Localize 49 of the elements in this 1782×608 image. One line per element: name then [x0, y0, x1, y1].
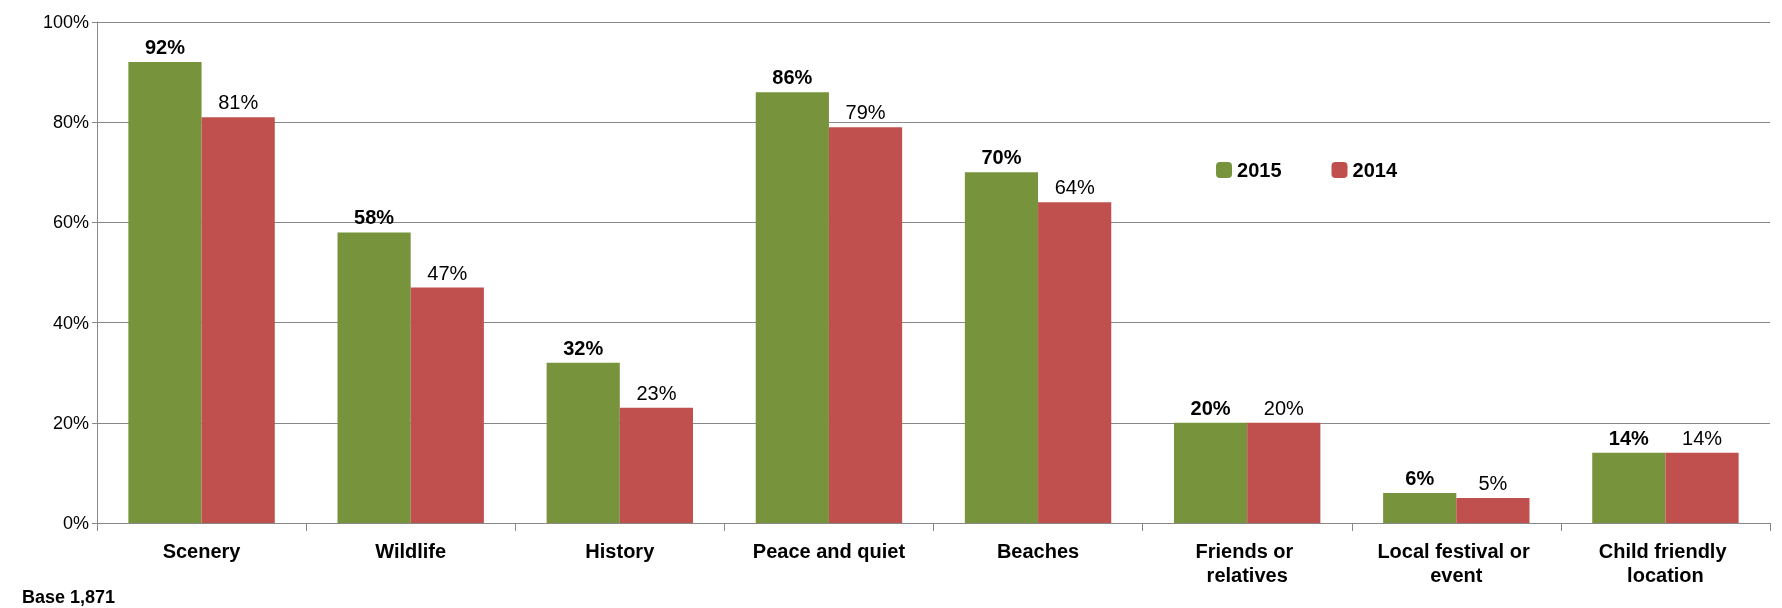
- y-tick-label: 0%: [62, 513, 89, 533]
- bar: [1456, 497, 1530, 523]
- bar: [128, 62, 202, 523]
- x-tick-label: History: [585, 540, 656, 562]
- data-label: 6%: [1405, 466, 1435, 489]
- bar: [410, 287, 484, 523]
- data-label: 64%: [1054, 176, 1095, 199]
- data-label: 23%: [636, 381, 677, 404]
- bar: [1173, 422, 1248, 523]
- x-tick-label: Beaches: [996, 540, 1080, 562]
- x-tick-label: Peace and quiet: [752, 540, 906, 562]
- bar: [1592, 452, 1666, 523]
- x-tick-label: Wildlife: [375, 540, 447, 562]
- data-label: 14%: [1608, 426, 1650, 449]
- bar: [828, 127, 903, 523]
- data-label: 86%: [772, 66, 813, 89]
- data-label: 92%: [144, 36, 186, 59]
- x-tick-label: Local festival or event: [1377, 540, 1536, 586]
- bar: [1038, 202, 1112, 523]
- bar: [964, 172, 1039, 523]
- x-tick-label: Child friendly location: [1598, 540, 1733, 586]
- y-tick-label: 80%: [52, 112, 89, 133]
- bar: [1383, 492, 1457, 523]
- data-label: 5%: [1478, 471, 1508, 494]
- bar: [619, 407, 694, 523]
- data-label: 81%: [218, 91, 259, 114]
- bar: [1665, 452, 1739, 523]
- x-tick-label: Scenery: [162, 540, 242, 562]
- bar: [546, 362, 620, 523]
- bar: [1247, 422, 1321, 523]
- y-tick-label: 100%: [42, 12, 89, 32]
- text: Base 1,871: [22, 587, 116, 607]
- data-label: 20%: [1190, 396, 1231, 419]
- data-label: 20%: [1263, 396, 1305, 419]
- data-label: 14%: [1682, 426, 1723, 449]
- legend-label: 2015: [1237, 159, 1282, 181]
- data-label: 47%: [427, 261, 468, 284]
- data-label: 70%: [981, 146, 1022, 169]
- data-label: 79%: [845, 101, 886, 124]
- legend-label: 2014: [1352, 159, 1398, 181]
- data-label: 32%: [563, 336, 604, 359]
- bar: [201, 117, 275, 523]
- data-label: 58%: [354, 206, 395, 229]
- x-tick-label: Friends or relatives: [1195, 540, 1299, 586]
- y-tick-label: 20%: [52, 412, 89, 433]
- bar: [755, 92, 829, 523]
- y-tick-label: 40%: [52, 312, 89, 333]
- y-tick-label: 60%: [52, 212, 89, 233]
- bar: [337, 232, 411, 523]
